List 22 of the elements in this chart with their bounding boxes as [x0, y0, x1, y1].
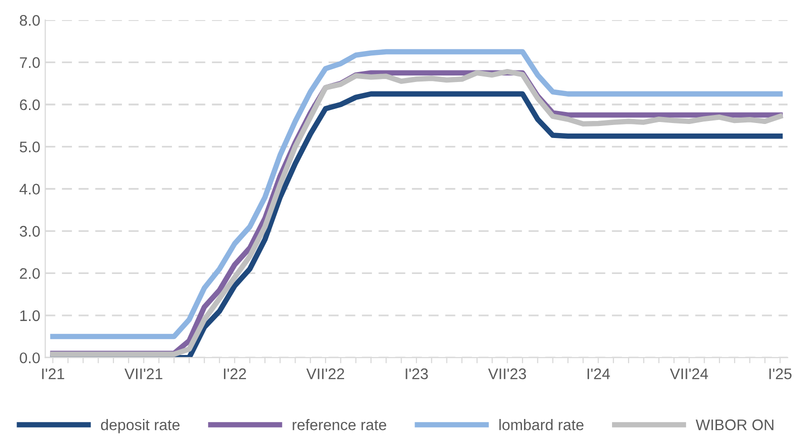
y-tick-label: 5.0	[20, 142, 40, 152]
x-tick-label: I'23	[406, 368, 428, 380]
y-tick-label: 6.0	[20, 99, 40, 110]
x-tick-label: VII'23	[488, 368, 526, 380]
y-tick-label: 2.0	[20, 268, 40, 279]
legend-label: lombard rate	[499, 419, 584, 430]
x-tick-label: I'21	[42, 368, 64, 380]
x-tick-label: I'25	[769, 368, 792, 380]
y-tick-label: 3.0	[20, 226, 40, 237]
x-tick-label: I'24	[588, 368, 610, 380]
y-tick-label: 7.0	[20, 57, 40, 68]
y-tick-label: 0.0	[20, 352, 40, 364]
x-tick-label: VII'24	[670, 368, 708, 380]
x-tick-label: VII'22	[306, 368, 344, 380]
y-tick-label: 4.0	[20, 184, 40, 195]
legend-label: reference rate	[292, 419, 386, 430]
legend-label: deposit rate	[101, 419, 180, 434]
x-tick-label: VII'21	[124, 368, 162, 380]
y-tick-label: 1.0	[20, 310, 40, 322]
y-tick-label: 8.0	[20, 14, 40, 26]
legend-label: WIBOR ON	[696, 419, 774, 430]
x-tick-label: I'22	[224, 368, 246, 380]
